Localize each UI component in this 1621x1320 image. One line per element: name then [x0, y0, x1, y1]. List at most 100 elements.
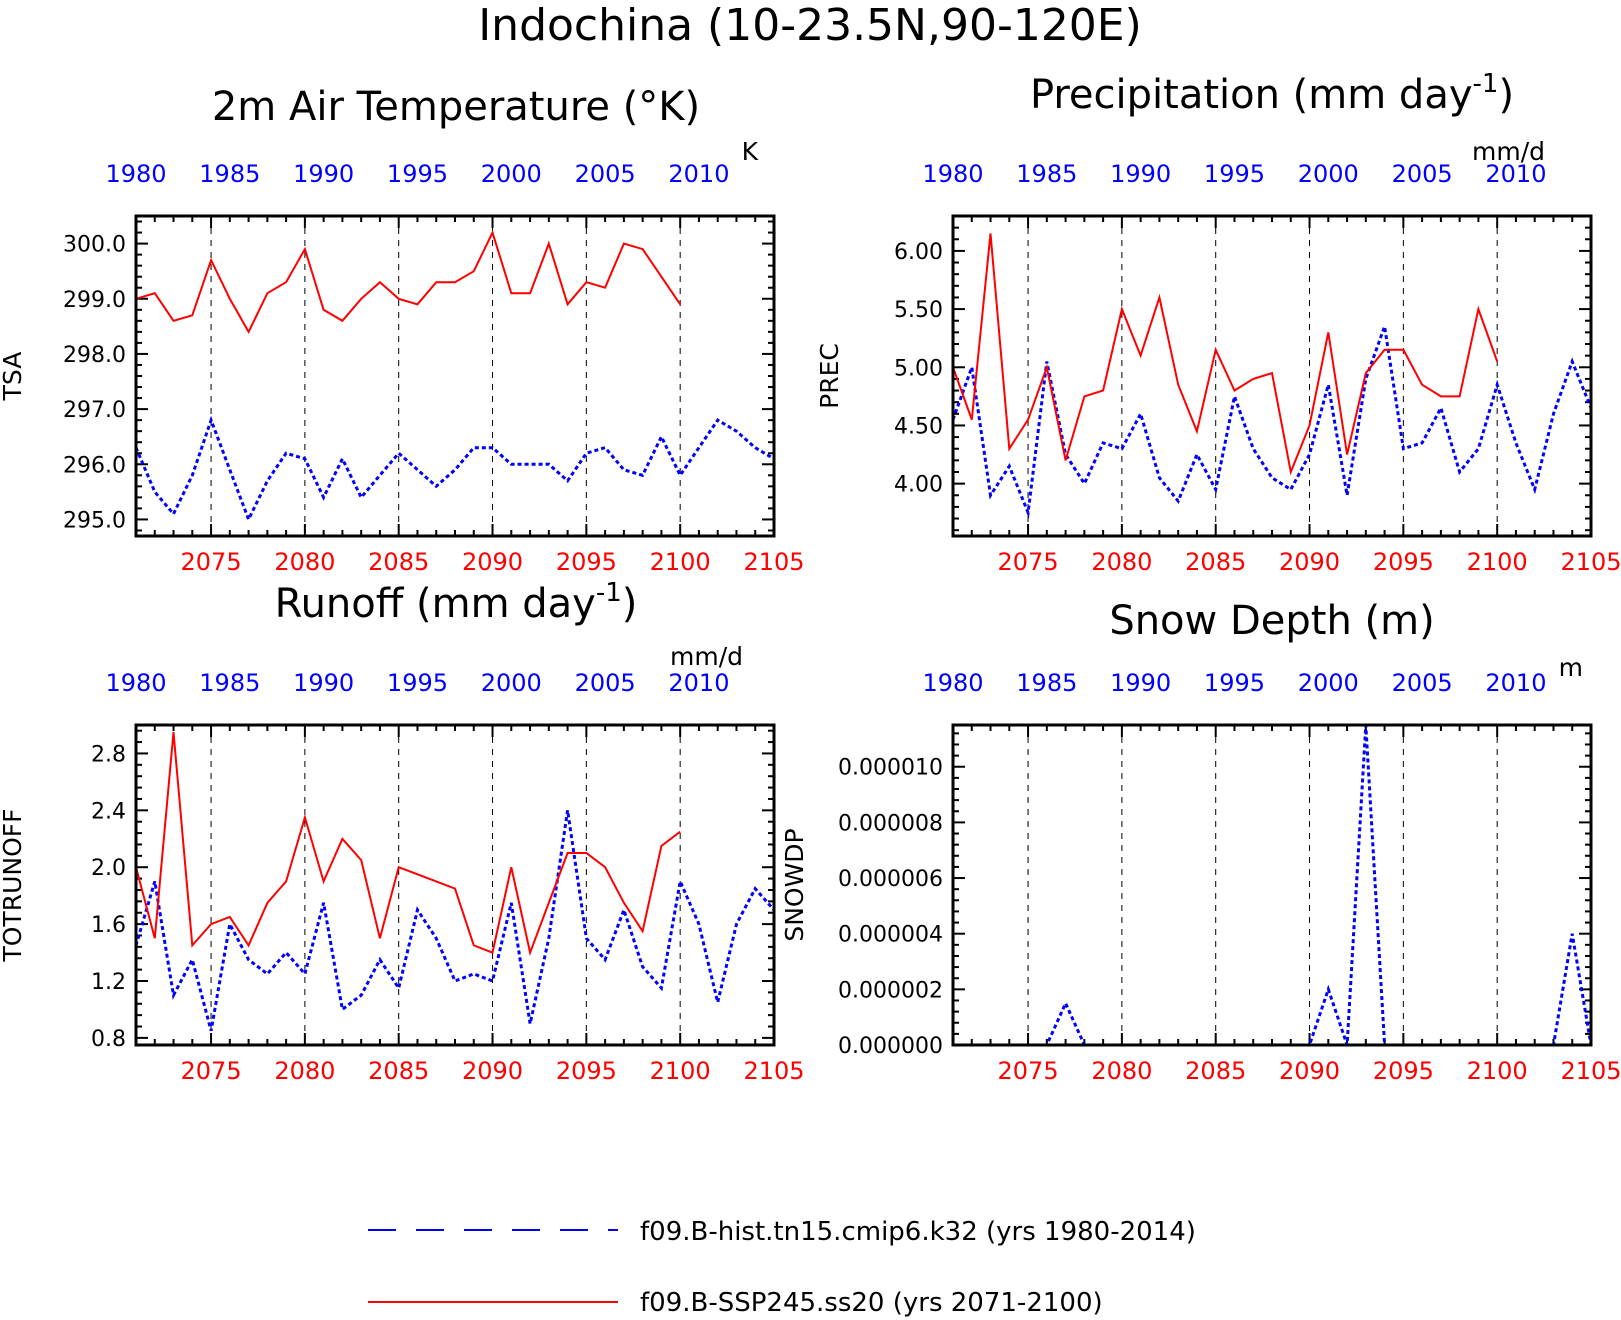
x-tick-label-top: 1990 — [293, 669, 354, 697]
x-tick-label-top: 2000 — [1298, 669, 1359, 697]
x-tick-label-top: 1995 — [1204, 669, 1265, 697]
x-tick-label-bottom: 2075 — [998, 548, 1059, 576]
y-tick-label: 295.0 — [63, 508, 126, 533]
x-tick-label-top: 2010 — [1485, 160, 1546, 188]
panel-title-sup: -1 — [596, 578, 622, 608]
x-tick-label-bottom: 2085 — [368, 1057, 429, 1085]
x-tick-label-top: 2005 — [575, 160, 636, 188]
panel-title: Snow Depth (m) — [1109, 598, 1434, 644]
y-tick-label: 2.8 — [91, 742, 126, 767]
x-tick-label-bottom: 2100 — [650, 548, 711, 576]
x-tick-label-top: 1980 — [105, 160, 166, 188]
panel-title: Precipitation (mm day-1) — [1030, 69, 1514, 118]
legend: f09.B-hist.tn15.cmip6.k32 (yrs 1980-2014… — [368, 1217, 1196, 1318]
panels: 2m Air Temperature (°K) K TSA 2075 2080 2085 2… — [0, 69, 1621, 1085]
y-tick-label: 4.50 — [894, 414, 943, 439]
y-tick-label: 0.000004 — [838, 923, 943, 948]
unit-label: K — [742, 137, 759, 166]
y-tick-label: 296.0 — [63, 453, 126, 478]
x-tick-label-bottom: 2080 — [274, 1057, 335, 1085]
y-tick-label: 5.00 — [894, 356, 943, 381]
plot-frame — [951, 723, 1593, 1047]
x-tick-label-bottom: 2080 — [274, 548, 335, 576]
unit-label: mm/d — [670, 642, 743, 671]
x-tick-label-top: 2010 — [668, 669, 729, 697]
y-axis-label: TOTRUNOFF — [0, 808, 27, 962]
y-tick-label: 0.8 — [91, 1027, 126, 1052]
series-ssp-line — [952, 233, 1499, 476]
x-tick-label-bottom: 2085 — [368, 548, 429, 576]
panel-title: 2m Air Temperature (°K) — [212, 84, 700, 130]
x-tick-label-top: 2005 — [575, 669, 636, 697]
x-tick-label-bottom: 2105 — [1560, 548, 1621, 576]
panel-title-text: Snow Depth (m) — [1109, 598, 1434, 644]
y-axis-label: TSA — [0, 352, 27, 402]
figure-title: Indochina (10-23.5N,90-120E) — [478, 0, 1142, 51]
series-hist-line — [953, 724, 1593, 1047]
legend-ssp-label: f09.B-SSP245.ss20 (yrs 2071-2100) — [640, 1288, 1103, 1318]
x-tick-label-top: 2000 — [481, 669, 542, 697]
panel-title-end: ) — [622, 581, 638, 627]
y-tick-label: 1.2 — [91, 970, 126, 995]
x-tick-label-bottom: 2075 — [181, 548, 242, 576]
series-hist-line — [134, 415, 775, 524]
x-tick-label-top: 1990 — [1110, 669, 1171, 697]
x-tick-label-top: 1990 — [1110, 160, 1171, 188]
y-tick-label: 6.00 — [894, 240, 943, 265]
series-hist-line — [134, 810, 776, 1032]
panel-4: Snow Depth (m) m SNOWDP 2075 2080 2085 2090 209… — [780, 598, 1621, 1085]
series-ssp-line — [135, 229, 682, 335]
panel-title-end: ) — [1498, 72, 1514, 118]
x-tick-label-bottom: 2080 — [1091, 548, 1152, 576]
y-tick-label: 298.0 — [63, 343, 126, 368]
x-tick-label-bottom: 2095 — [556, 548, 617, 576]
unit-label: mm/d — [1472, 137, 1545, 166]
y-tick-label: 2.4 — [91, 799, 126, 824]
x-tick-label-bottom: 2085 — [1185, 548, 1246, 576]
x-tick-label-bottom: 2095 — [556, 1057, 617, 1085]
x-tick-label-bottom: 2090 — [462, 1057, 523, 1085]
x-tick-label-top: 1995 — [387, 160, 448, 188]
x-tick-label-bottom: 2105 — [743, 548, 804, 576]
x-tick-label-bottom: 2095 — [1373, 548, 1434, 576]
plot-frame — [951, 214, 1593, 538]
panel-title-text: Precipitation (mm day — [1030, 72, 1473, 118]
x-tick-label-bottom: 2105 — [743, 1057, 804, 1085]
y-tick-label: 0.000006 — [838, 867, 943, 892]
y-tick-label: 0.000000 — [838, 1034, 943, 1059]
y-axis-label: PREC — [815, 343, 844, 409]
unit-label: m — [1559, 653, 1583, 682]
series-ssp-line — [135, 732, 681, 957]
x-tick-label-top: 1985 — [1016, 160, 1077, 188]
x-tick-label-bottom: 2075 — [181, 1057, 242, 1085]
x-tick-label-top: 2005 — [1392, 669, 1453, 697]
x-tick-label-bottom: 2090 — [462, 548, 523, 576]
x-tick-label-bottom: 2075 — [998, 1057, 1059, 1085]
x-tick-label-top: 2010 — [1485, 669, 1546, 697]
y-tick-label: 1.6 — [91, 913, 126, 938]
y-tick-label: 300.0 — [63, 233, 126, 258]
x-tick-label-top: 2000 — [481, 160, 542, 188]
series-hist-line — [951, 325, 1593, 519]
x-tick-label-bottom: 2100 — [1467, 548, 1528, 576]
y-tick-label: 4.00 — [894, 473, 943, 498]
panel-1: 2m Air Temperature (°K) K TSA 2075 2080 2085 2… — [0, 84, 805, 576]
panel-title: Runoff (mm day-1) — [275, 578, 638, 627]
x-tick-label-bottom: 2080 — [1091, 1057, 1152, 1085]
panel-2: Precipitation (mm day-1) mm/d PREC 2075 2080… — [815, 69, 1621, 576]
y-tick-label: 297.0 — [63, 398, 126, 423]
x-tick-label-top: 1995 — [387, 669, 448, 697]
x-tick-label-top: 2005 — [1392, 160, 1453, 188]
y-tick-label: 5.50 — [894, 298, 943, 323]
panel-title-text: 2m Air Temperature (°K) — [212, 84, 700, 130]
x-tick-label-bottom: 2095 — [1373, 1057, 1434, 1085]
x-tick-label-top: 1980 — [922, 160, 983, 188]
plot-frame — [134, 214, 776, 538]
x-tick-label-bottom: 2100 — [1467, 1057, 1528, 1085]
x-tick-label-top: 1980 — [922, 669, 983, 697]
x-tick-label-top: 1995 — [1204, 160, 1265, 188]
panel-title-text: Runoff (mm day — [275, 581, 596, 627]
x-tick-label-bottom: 2105 — [1560, 1057, 1621, 1085]
panel-3: Runoff (mm day-1) mm/d TOTRUNOFF 2075 2080 20… — [0, 578, 805, 1085]
